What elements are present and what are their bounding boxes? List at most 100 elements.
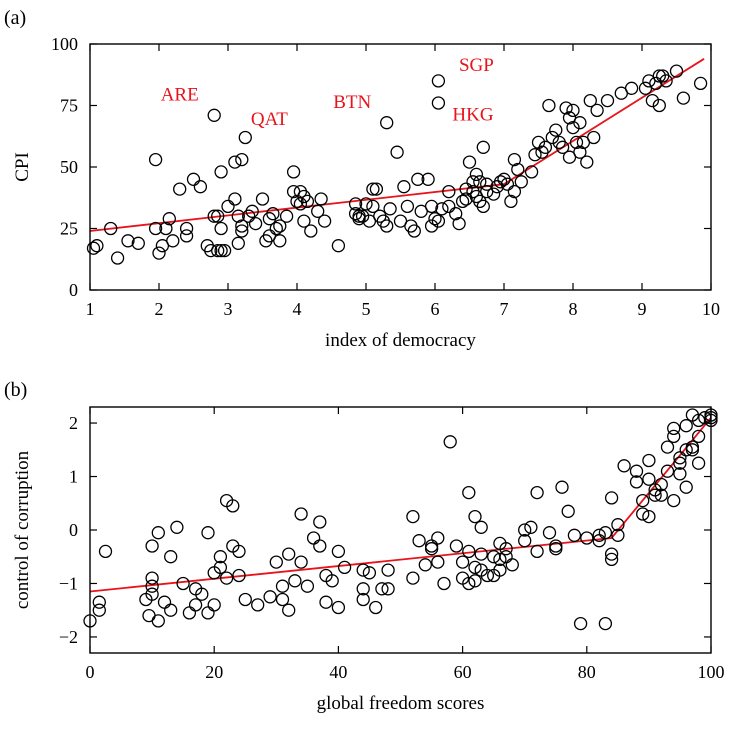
data-point [462,544,476,559]
data-point [228,192,242,206]
data-point [148,152,163,167]
data-point [366,199,380,214]
panel-a-frame [89,43,712,291]
data-point [561,504,575,518]
data-point [629,464,644,478]
data-point [590,103,604,118]
data-point [649,76,663,91]
data-point [555,480,569,494]
data-point [468,560,482,575]
data-point [468,509,482,524]
data-point [459,192,473,206]
data-point [214,221,228,236]
panel-a-x-axis-label: index of democracy [325,330,476,351]
data-point [306,531,321,545]
data-point [214,243,228,258]
data-point [219,571,234,585]
fit-line [89,58,705,232]
data-point [679,480,693,494]
data-point [629,475,644,489]
data-point [294,555,308,569]
data-point [493,175,508,189]
data-point [654,477,668,492]
data-point [121,234,135,248]
x-tick-label: 3 [224,299,233,319]
data-point [418,558,432,572]
data-point [176,576,190,591]
data-point [435,202,449,216]
data-point [600,93,615,108]
data-point [587,130,601,145]
data-point [359,197,373,211]
x-tick-label: 10 [702,299,720,319]
data-point [569,135,584,150]
data-point [207,598,221,612]
data-point [559,101,573,115]
data-point [412,534,426,548]
data-point [314,192,328,206]
y-tick-label: 2 [69,413,78,433]
data-point [437,576,451,591]
data-point [195,587,209,601]
data-point [652,69,666,83]
data-point [232,568,246,583]
data-point [352,212,366,226]
annotation-hkg: HKG [452,104,493,125]
data-point [331,239,346,253]
data-point [159,221,173,236]
data-point [573,145,587,159]
data-point [275,592,290,607]
data-point [573,116,587,130]
data-point [235,152,249,167]
data-point [476,199,490,214]
data-point [469,167,484,182]
data-point [431,96,446,110]
x-tick-label: 1 [86,299,95,319]
data-point [400,199,415,214]
data-point [459,182,473,196]
data-point [331,600,346,615]
data-point [390,145,404,159]
data-point [92,603,106,617]
data-point [369,182,384,196]
data-point [319,595,333,609]
data-point [611,528,625,542]
data-point [531,135,546,150]
x-tick-label: 6 [431,299,440,319]
x-tick-label: 8 [569,299,578,319]
data-point [381,582,395,596]
data-point [356,582,370,596]
data-point [406,571,420,585]
y-tick-label: 25 [60,219,78,239]
data-point [238,130,252,145]
data-point [151,526,165,540]
data-point [455,555,470,569]
data-point [110,251,125,265]
data-point [275,579,290,593]
data-point [449,539,464,553]
data-point [331,544,346,559]
data-point [148,221,163,236]
data-point [480,568,495,583]
annotation-are: ARE [161,85,199,106]
data-point [562,150,577,164]
panel-a-fit-layer [89,58,705,232]
data-point [170,520,184,534]
data-point [162,212,176,226]
data-point [679,443,693,457]
data-point [317,214,332,228]
data-point [691,429,706,444]
data-point [549,539,563,553]
data-point [411,172,425,186]
annotation-btn: BTN [333,92,371,113]
data-point [648,488,662,502]
data-point [311,204,325,218]
data-point [530,485,544,500]
data-point [545,130,559,145]
panel-a-points [86,64,708,265]
data-point [583,93,597,108]
data-point [179,229,194,243]
data-point [660,464,675,478]
data-point [598,526,613,540]
